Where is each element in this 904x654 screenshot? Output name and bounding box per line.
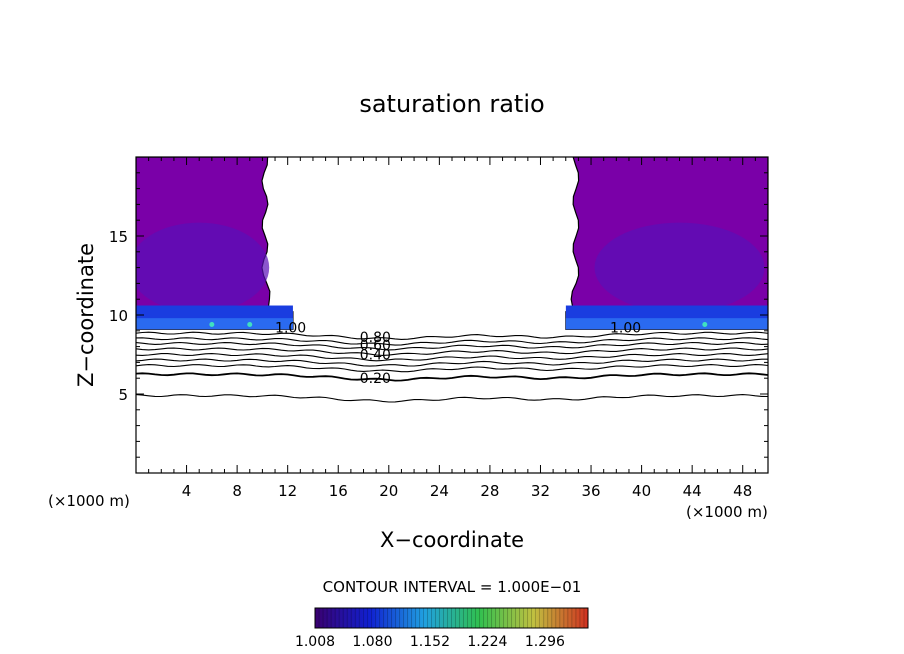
- contour-label: 1.00: [610, 321, 641, 337]
- contour-label: 0.40: [360, 348, 391, 364]
- x-tick-label: 28: [480, 482, 499, 500]
- x-axis-label: X−coordinate: [380, 528, 524, 552]
- contour-line: [136, 394, 768, 403]
- x-tick-label: 4: [182, 482, 192, 500]
- y-tick-label: 15: [109, 228, 128, 246]
- x-tick-label: 24: [430, 482, 449, 500]
- contour-line: [136, 341, 768, 351]
- chart-title: saturation ratio: [359, 90, 544, 118]
- x-tick-label: 16: [329, 482, 348, 500]
- colorbar-tick-label: 1.152: [410, 634, 450, 650]
- colorbar-stripes: [318, 608, 585, 628]
- colorbar-tick-label: 1.008: [295, 634, 335, 650]
- x-tick-label: 32: [531, 482, 550, 500]
- contour-line: [136, 353, 768, 362]
- x-tick-label: 8: [232, 482, 242, 500]
- contour-label: 0.80: [360, 330, 391, 346]
- x-tick-label: 48: [733, 482, 752, 500]
- contour-line: [136, 372, 768, 382]
- contour-line: [136, 337, 768, 346]
- contour-line: [136, 331, 768, 340]
- plot-area: [136, 157, 768, 403]
- cyan-speck: [209, 321, 215, 327]
- x-tick-label: 20: [379, 482, 398, 500]
- contour-interval: CONTOUR INTERVAL = 1.000E−01: [323, 578, 582, 596]
- x-unit-right: (×1000 m): [686, 503, 768, 521]
- contour-line: [136, 347, 768, 356]
- x-unit-left: (×1000 m): [48, 492, 130, 510]
- y-axis-label: Z−coordinate: [74, 243, 98, 387]
- cyan-speck: [247, 321, 253, 327]
- plume-core: [594, 222, 765, 313]
- contour-line: [136, 358, 768, 367]
- x-tick-label: 36: [581, 482, 600, 500]
- colorbar-tick-label: 1.224: [467, 634, 507, 650]
- colorbar-tick-label: 1.296: [525, 634, 565, 650]
- y-tick-label: 10: [109, 307, 128, 325]
- x-axis-ticks: 4 8 12 16 20 24 28 32 36 40 44 48: [148, 157, 756, 500]
- cyan-speck: [702, 321, 708, 327]
- blue-band-base: [136, 318, 293, 330]
- supersaturated-regions: [136, 157, 768, 330]
- contour-label: 0.60: [360, 338, 391, 354]
- contour-labels: 1.00 1.00 0.800.600.40 0.20: [275, 321, 641, 388]
- x-tick-label: 40: [632, 482, 651, 500]
- contour-lines: [136, 331, 768, 403]
- y-tick-label: 5: [118, 386, 128, 404]
- contour-label: 0.20: [360, 371, 391, 387]
- colorbar-tick-label: 1.080: [352, 634, 392, 650]
- contour-line: [136, 364, 768, 373]
- colorbar-labels: 1.008 1.080 1.152 1.224 1.296: [295, 634, 565, 650]
- x-tick-label: 44: [683, 482, 702, 500]
- plume-core: [136, 222, 270, 313]
- contour-label: 1.00: [275, 321, 306, 337]
- x-tick-label: 12: [278, 482, 297, 500]
- y-axis-ticks: 5 10 15: [109, 172, 768, 458]
- blue-band-base: [565, 318, 768, 330]
